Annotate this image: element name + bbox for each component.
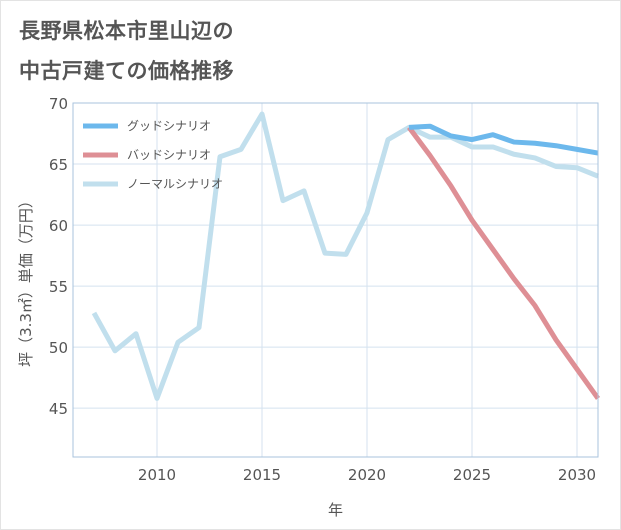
x-tick-label: 2015 xyxy=(243,466,281,484)
legend-label: バッドシナリオ xyxy=(127,148,211,162)
y-tick-label: 70 xyxy=(49,95,68,113)
series-line-1 xyxy=(408,123,599,156)
chart-title-line-1: 長野県松本市里山辺の xyxy=(19,19,234,43)
x-tick-label: 2020 xyxy=(348,466,386,484)
y-tick-label: 65 xyxy=(49,156,68,174)
y-tick-label: 55 xyxy=(49,278,68,296)
x-axis-title: 年 xyxy=(328,501,343,519)
axis-ticks: 2010 2015 2020 2025 2030 45 50 55 60 65 70 xyxy=(49,95,596,484)
series-line-2 xyxy=(406,125,601,400)
series-layer xyxy=(91,111,601,401)
series-line-3 xyxy=(91,111,599,401)
y-axis-title: 坪（3.3㎡）単価（万円） xyxy=(17,193,35,367)
chart-title-line-2: 中古戸建ての価格推移 xyxy=(19,59,234,83)
x-tick-label: 2025 xyxy=(453,466,491,484)
x-tick-label: 2030 xyxy=(558,466,596,484)
y-tick-label: 60 xyxy=(49,217,68,235)
plot-frame xyxy=(72,102,599,458)
legend-label: グッドシナリオ xyxy=(127,119,211,133)
legend-label: ノーマルシナリオ xyxy=(127,177,223,191)
x-tick-label: 2010 xyxy=(138,466,176,484)
y-tick-label: 45 xyxy=(49,400,68,418)
y-tick-label: 50 xyxy=(49,339,68,357)
